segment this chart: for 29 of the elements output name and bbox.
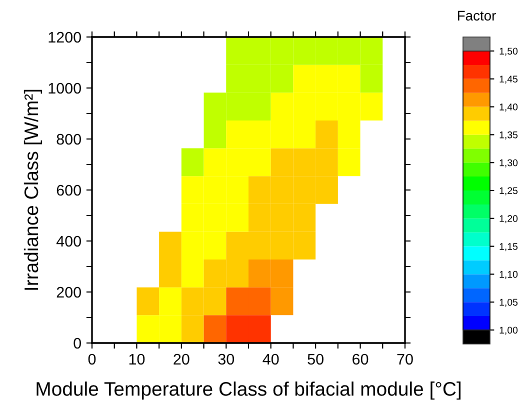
x-tick-label: 10 [129,354,145,365]
y-axis-title: Irradiance Class [W/m²] [24,90,42,290]
color-bar-label: 1,35 [500,131,518,140]
x-tick-label: 40 [262,354,279,365]
color-bar-label: 1,30 [500,159,518,168]
x-tick-label: 30 [218,354,234,365]
y-tick-label: 1200 [48,32,81,43]
color-bar-label: 1,50 [500,48,518,56]
color-bar-label: 1,45 [500,76,518,84]
y-tick-label: 600 [56,184,81,196]
color-bar-label: 1,10 [500,270,518,279]
color-bar-label: 1,20 [500,215,518,224]
x-tick-label: 20 [174,354,190,365]
color-bar-label: 1,40 [500,104,518,112]
y-tick-label: 200 [56,286,81,298]
x-axis-title: Module Temperature Class of bifacial module [°C] [36,382,461,400]
color-bar-label: 1,15 [500,243,518,252]
x-tick-label: 70 [397,354,413,365]
color-bar-label: 1,00 [500,326,518,335]
y-tick-label: 0 [74,338,81,349]
y-tick-label: 800 [56,134,81,145]
x-tick-label: 50 [308,354,324,365]
y-tick-label: 1000 [48,82,81,94]
y-tick-label: 400 [56,236,81,247]
x-tick-label: 0 [88,354,96,365]
color-bar-title: Factor [458,10,496,21]
color-bar-label: 1,05 [500,298,518,307]
color-bar-label: 1,25 [500,187,518,196]
x-tick-label: 60 [352,354,368,365]
